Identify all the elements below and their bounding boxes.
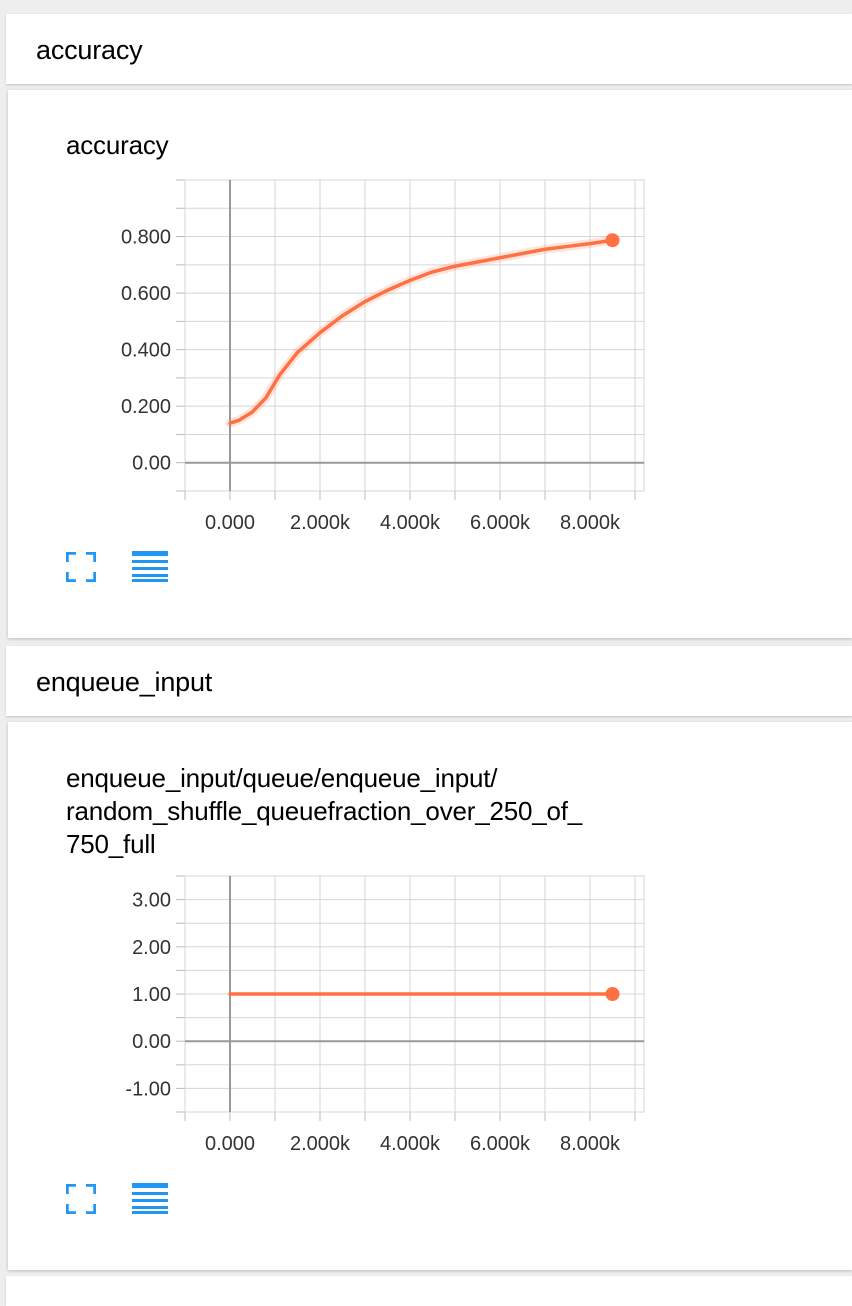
chart-title: accuracy xyxy=(66,130,169,160)
accuracy-chart: 0.000 2.000k 4.000k 6.000k 8.000k 0.00 0.200 0.… xyxy=(121,179,645,530)
y-tick-label: 0.00 xyxy=(132,1031,171,1053)
fullscreen-icon[interactable] xyxy=(65,551,97,587)
y-tick-label: 1.00 xyxy=(132,984,171,1006)
series-end-point xyxy=(605,987,620,1001)
enqueue-input-chart: 0.000 2.000k 4.000k 6.000k 8.000k -1.00 0.00 1.… xyxy=(125,875,645,1155)
series-end-point xyxy=(605,233,620,248)
series-line xyxy=(228,238,615,425)
chart-title: enqueue_input/queue/enqueue_input/ rando… xyxy=(66,763,583,859)
x-tick-label: 8.000k xyxy=(560,512,621,530)
x-tick-label: 0.000 xyxy=(205,1133,255,1155)
y-tick-label: 0.600 xyxy=(121,283,171,305)
plot-frame xyxy=(184,179,645,492)
plot-frame xyxy=(184,875,645,1113)
section-header-accuracy[interactable]: accuracy xyxy=(6,14,852,84)
list-icon[interactable] xyxy=(132,1182,168,1219)
next-section-header[interactable] xyxy=(6,1276,852,1306)
section-title: accuracy xyxy=(36,35,143,65)
y-tick-label: 0.200 xyxy=(121,396,171,418)
y-tick-label: -1.00 xyxy=(125,1078,171,1100)
y-tick-label: 2.00 xyxy=(132,937,171,959)
fullscreen-icon[interactable] xyxy=(65,1183,97,1219)
x-tick-label: 2.000k xyxy=(290,512,351,530)
series-raw-line xyxy=(225,235,617,428)
y-tick-label: 0.400 xyxy=(121,340,171,362)
y-tick-label: 0.00 xyxy=(132,453,171,475)
chart-card-enqueue-input: enqueue_input/queue/enqueue_input/ rando… xyxy=(8,722,852,1270)
y-tick-label: 3.00 xyxy=(132,890,171,912)
section-title: enqueue_input xyxy=(36,667,213,697)
x-tick-label: 6.000k xyxy=(470,1133,531,1155)
x-tick-label: 8.000k xyxy=(560,1133,621,1155)
y-tick-label: 0.800 xyxy=(121,227,171,249)
x-tick-label: 4.000k xyxy=(380,512,441,530)
x-tick-label: 4.000k xyxy=(380,1133,441,1155)
section-header-enqueue-input[interactable]: enqueue_input xyxy=(6,646,852,716)
chart-card-accuracy: accuracy 0.000 2.000k 4.000k 6.000k 8.000k 0.… xyxy=(8,90,852,638)
x-tick-label: 2.000k xyxy=(290,1133,351,1155)
x-tick-label: 0.000 xyxy=(205,512,255,530)
list-icon[interactable] xyxy=(132,550,168,587)
x-tick-label: 6.000k xyxy=(470,512,531,530)
